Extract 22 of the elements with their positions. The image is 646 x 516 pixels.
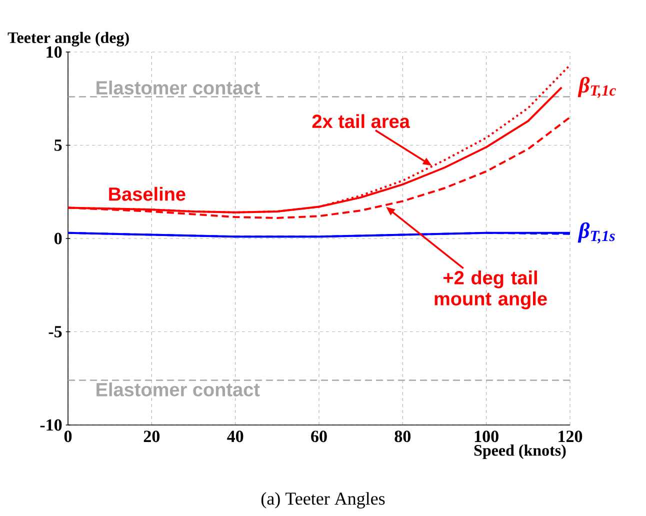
y-tick-label: 0 [54,232,62,244]
y-axis-title: Teeter angle (deg) [8,32,129,46]
y-tick-label: -10 [40,419,62,431]
annotation: β$_{T,1s}$ [578,222,615,244]
annotation: 2x tail area [312,114,410,128]
x-axis-title: Speed (knots) [474,444,566,460]
x-tick-label: 0 [64,430,72,442]
annotation: +2 deg tail mount angle [434,270,547,310]
x-tick-label: 80 [394,430,411,442]
annotation: Baseline [109,186,186,201]
y-tick-label: -5 [48,326,62,338]
x-tick-label: 60 [311,430,327,442]
x-tick-label: 20 [144,430,160,442]
text: (a) Teeter Angles [261,492,385,508]
annotation: β$_{T,1c}$ [578,76,616,98]
x-tick-label: 120 [558,430,582,442]
ref-line-label: Elastomer contact [96,382,260,396]
y-tick-label: 10 [46,46,62,58]
x-tick-label: 40 [227,430,244,442]
ref-line-label: Elastomer contact [96,80,260,95]
x-tick-label: 100 [474,430,498,442]
y-tick-label: 5 [54,140,62,151]
